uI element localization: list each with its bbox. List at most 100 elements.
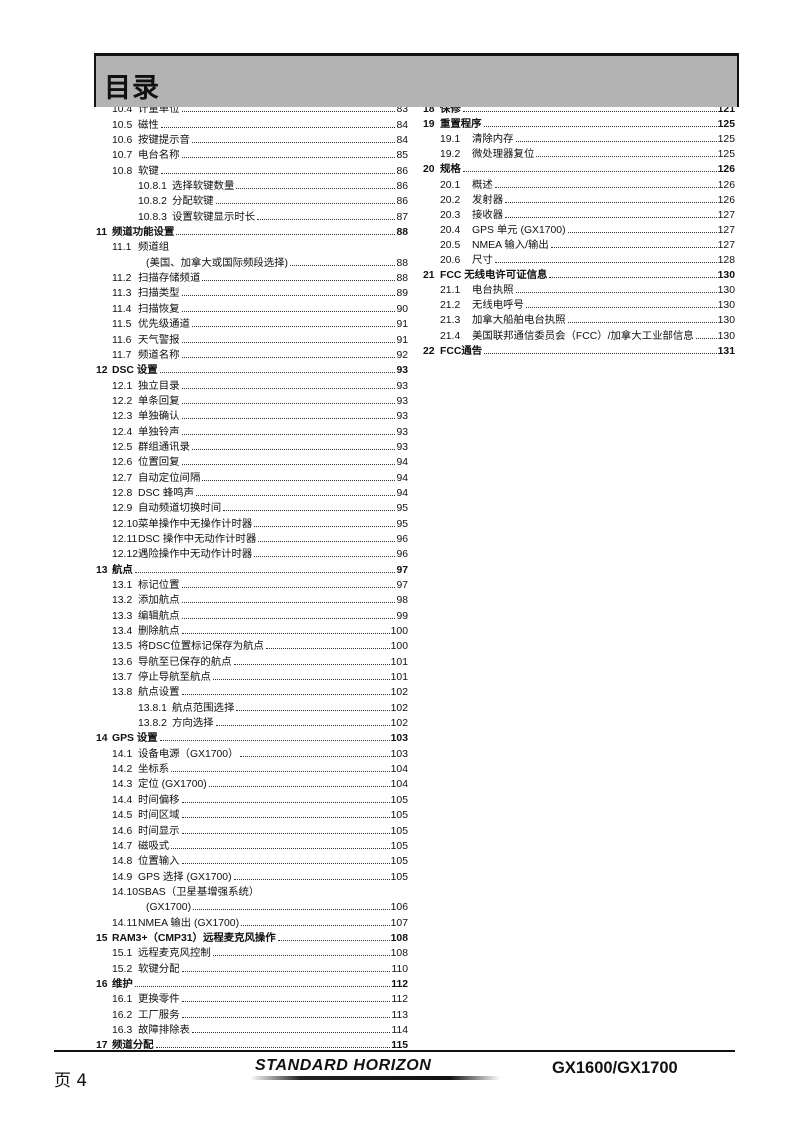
toc-entry[interactable]: 11.2 扫描存储频道 88 bbox=[96, 269, 408, 284]
toc-entry[interactable]: 14.5 时间区域 105 bbox=[96, 806, 408, 821]
toc-section-entry[interactable]: 18 保修 121 bbox=[423, 100, 735, 115]
toc-section-entry[interactable]: 13 航点 97 bbox=[96, 560, 408, 576]
toc-entry[interactable]: 12.7 自动定位间隔 94 bbox=[96, 468, 408, 484]
toc-entry[interactable]: 12.1 独立目录 93 bbox=[96, 376, 408, 392]
toc-entry[interactable]: 14.2 坐标系 104 bbox=[96, 760, 408, 775]
entry-page-number: 101 bbox=[390, 672, 408, 684]
page-number: 页 4 bbox=[54, 1071, 88, 1091]
entry-number: 14.1 bbox=[112, 748, 133, 760]
toc-entry[interactable]: (GX1700) 106 bbox=[96, 898, 408, 913]
toc-section-entry[interactable]: 11 频道功能设置 88 bbox=[96, 223, 408, 238]
entry-title: 扫描存储频道 bbox=[138, 273, 201, 285]
toc-entry[interactable]: 11.6 天气警报 91 bbox=[96, 330, 408, 346]
toc-entry[interactable]: 10.4 计量单位 83 bbox=[96, 100, 408, 115]
toc-entry[interactable]: 14.8 位置输入 105 bbox=[96, 852, 408, 867]
toc-entry[interactable]: 14.1 设备电源（GX1700） 103 bbox=[96, 744, 408, 760]
toc-section-entry[interactable]: 19 重置程序 125 bbox=[423, 115, 735, 130]
entry-page-number: 104 bbox=[390, 764, 408, 776]
toc-entry[interactable]: 19.1 清除内存 125 bbox=[423, 130, 735, 145]
toc-entry[interactable]: 11.4 扫描恢复 90 bbox=[96, 299, 408, 315]
toc-entry[interactable]: 13.7 停止导航至航点 101 bbox=[96, 668, 408, 683]
toc-entry[interactable]: 13.3 编辑航点 99 bbox=[96, 606, 408, 622]
toc-entry[interactable]: 20.1 概述 126 bbox=[423, 175, 735, 191]
toc-entry[interactable]: 11.1 频道组 bbox=[96, 238, 408, 253]
toc-entry[interactable]: 14.11 NMEA 输出 (GX1700) 107 bbox=[96, 913, 408, 929]
toc-entry[interactable]: 12.2 单条回复 93 bbox=[96, 392, 408, 407]
toc-entry[interactable]: 12.8 DSC 蜂鸣声 94 bbox=[96, 484, 408, 499]
toc-entry[interactable]: 13.1 标记位置 97 bbox=[96, 576, 408, 591]
toc-entry[interactable]: 20.2 发射器 126 bbox=[423, 191, 735, 206]
toc-entry[interactable]: 21.3 加拿大船舶电台执照 130 bbox=[423, 311, 735, 326]
toc-section-entry[interactable]: 17 频道分配 115 bbox=[96, 1036, 408, 1051]
toc-entry[interactable]: 12.5 群组通讯录 93 bbox=[96, 438, 408, 453]
entry-page-number: 127 bbox=[717, 209, 735, 221]
toc-entry[interactable]: (美国、加拿大或国际频段选择) 88 bbox=[96, 253, 408, 269]
toc-entry[interactable]: 10.8.1 选择软键数量 86 bbox=[96, 177, 408, 192]
toc-entry[interactable]: 10.8.2 分配软键 86 bbox=[96, 192, 408, 207]
toc-section-entry[interactable]: 14 GPS 设置 103 bbox=[96, 729, 408, 744]
toc-entry[interactable]: 20.3 接收器 127 bbox=[423, 206, 735, 221]
entry-number: 11.2 bbox=[112, 273, 132, 285]
toc-entry[interactable]: 14.3 定位 (GX1700) 104 bbox=[96, 775, 408, 790]
toc-entry[interactable]: 13.8.2 方向选择 102 bbox=[96, 714, 408, 729]
entry-number: 12.2 bbox=[112, 395, 133, 407]
entry-page-number: 86 bbox=[396, 165, 408, 177]
toc-entry[interactable]: 13.6 导航至已保存的航点 101 bbox=[96, 652, 408, 668]
toc-entry[interactable]: 14.4 时间偏移 105 bbox=[96, 790, 408, 806]
toc-entry[interactable]: 15.2 软键分配 110 bbox=[96, 959, 408, 975]
entry-page-number: 91 bbox=[396, 334, 408, 346]
toc-entry[interactable]: 20.6 尺寸 128 bbox=[423, 251, 735, 266]
toc-entry[interactable]: 12.3 单独确认 93 bbox=[96, 407, 408, 422]
toc-entry[interactable]: 12.10 菜单操作中无操作计时器 95 bbox=[96, 514, 408, 530]
toc-section-entry[interactable]: 21 FCC 无线电许可证信息 130 bbox=[423, 266, 735, 281]
toc-entry[interactable]: 12.9 自动频道切换时间 95 bbox=[96, 499, 408, 514]
toc-entry[interactable]: 16.3 故障排除表 114 bbox=[96, 1021, 408, 1036]
entry-page-number: 85 bbox=[396, 150, 408, 162]
toc-entry[interactable]: 12.4 单独铃声 93 bbox=[96, 422, 408, 438]
dot-leader bbox=[181, 817, 390, 819]
toc-entry[interactable]: 10.8 软键 86 bbox=[96, 161, 408, 177]
entry-page-number: 94 bbox=[396, 487, 408, 499]
toc-entry[interactable]: 10.8.3 设置软键显示时长 87 bbox=[96, 207, 408, 223]
toc-entry[interactable]: 13.2 添加航点 98 bbox=[96, 591, 408, 606]
entry-page-number: 98 bbox=[396, 595, 408, 607]
toc-entry[interactable]: 13.5 将DSC位置标记保存为航点 100 bbox=[96, 637, 408, 652]
toc-entry[interactable]: 12.11 DSC 操作中无动作计时器 96 bbox=[96, 530, 408, 545]
toc-entry[interactable]: 12.6 位置回复 94 bbox=[96, 453, 408, 468]
toc-entry[interactable]: 14.6 时间显示 105 bbox=[96, 821, 408, 837]
toc-entry[interactable]: 20.4 GPS 单元 (GX1700) 127 bbox=[423, 221, 735, 236]
toc-entry[interactable]: 14.9 GPS 选择 (GX1700) 105 bbox=[96, 867, 408, 883]
toc-entry[interactable]: 14.7 磁吸式 105 bbox=[96, 837, 408, 852]
toc-entry[interactable]: 16.2 工厂服务 113 bbox=[96, 1005, 408, 1021]
toc-entry[interactable]: 20.5 NMEA 输入/输出 127 bbox=[423, 236, 735, 251]
toc-entry[interactable]: 15.1 远程麦克风控制 108 bbox=[96, 944, 408, 959]
toc-section-entry[interactable]: 12 DSC 设置 93 bbox=[96, 361, 408, 376]
toc-entry[interactable]: 16.1 更换零件 112 bbox=[96, 990, 408, 1005]
toc-entry[interactable]: 11.3 扫描类型 89 bbox=[96, 284, 408, 299]
toc-entry[interactable]: 10.5 磁性 84 bbox=[96, 115, 408, 131]
entry-title: 定位 (GX1700) bbox=[138, 779, 207, 791]
dot-leader bbox=[462, 171, 717, 173]
toc-entry[interactable]: 14.10 SBAS（卫星基增强系统） bbox=[96, 883, 408, 898]
entry-number: 14.5 bbox=[112, 810, 133, 822]
toc-entry[interactable]: 11.5 优先级通道 91 bbox=[96, 315, 408, 330]
toc-section-entry[interactable]: 16 维护 112 bbox=[96, 975, 408, 990]
entry-title: 航点设置 bbox=[138, 687, 180, 699]
toc-entry[interactable]: 19.2 微处理器复位 125 bbox=[423, 145, 735, 160]
toc-section-entry[interactable]: 22 FCC通告 131 bbox=[423, 342, 735, 357]
toc-entry[interactable]: 13.8.1 航点范围选择 102 bbox=[96, 698, 408, 714]
toc-entry[interactable]: 21.2 无线电呼号 130 bbox=[423, 296, 735, 311]
entry-title: 故障排除表 bbox=[138, 1024, 190, 1036]
toc-entry[interactable]: 12.12 遇险操作中无动作计时器 96 bbox=[96, 545, 408, 560]
toc-entry[interactable]: 11.7 频道名称 92 bbox=[96, 346, 408, 361]
entry-number: 19.2 bbox=[440, 149, 461, 161]
toc-entry[interactable]: 21.4 美国联邦通信委员会（FCC）/加拿大工业部信息 130 bbox=[423, 326, 735, 342]
entry-page-number: 130 bbox=[717, 300, 735, 312]
toc-entry[interactable]: 13.8 航点设置 102 bbox=[96, 683, 408, 698]
toc-section-entry[interactable]: 15 RAM3+（CMP31）远程麦克风操作 108 bbox=[96, 929, 408, 944]
toc-entry[interactable]: 10.6 按键提示音 84 bbox=[96, 131, 408, 146]
toc-entry[interactable]: 21.1 电台执照 130 bbox=[423, 281, 735, 296]
toc-section-entry[interactable]: 20 规格 126 bbox=[423, 160, 735, 175]
toc-entry[interactable]: 10.7 电台名称 85 bbox=[96, 146, 408, 161]
toc-entry[interactable]: 13.4 删除航点 100 bbox=[96, 622, 408, 637]
